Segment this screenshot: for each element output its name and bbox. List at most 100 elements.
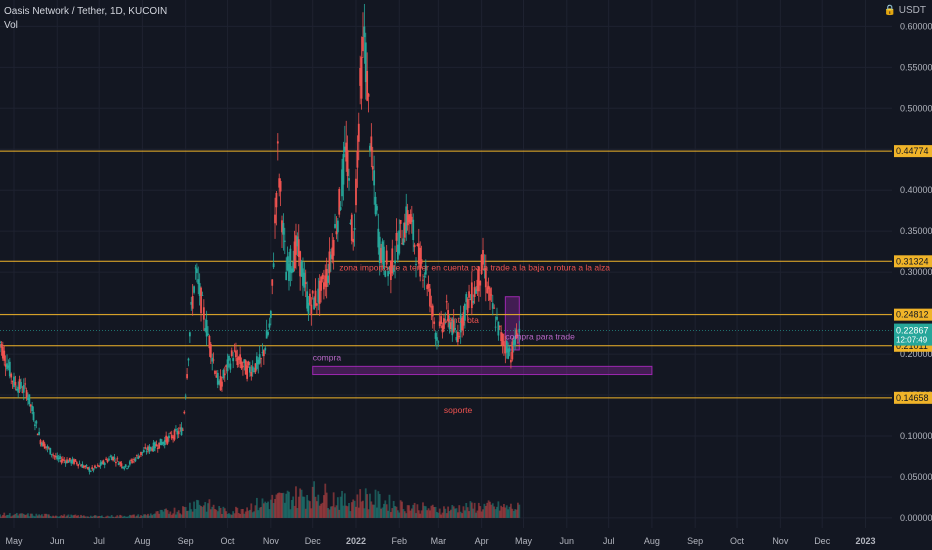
volume-bar <box>179 513 182 518</box>
candle-body <box>39 440 42 445</box>
candle-body <box>518 328 521 333</box>
volume-bar <box>380 508 383 518</box>
candle-body <box>54 456 57 458</box>
time-axis[interactable]: May Jun Jul Aug Sep Oct Nov Dec 2022 Feb Mar Apr May… <box>5 536 875 546</box>
candle-body <box>236 357 239 366</box>
x-tick-label: Jul <box>603 536 615 546</box>
volume-bar <box>194 508 197 518</box>
candle-body <box>468 291 470 298</box>
volume-bar <box>155 511 158 518</box>
candle-body <box>38 431 41 435</box>
candle-body <box>226 359 229 372</box>
volume-bar <box>124 516 127 518</box>
candle-body <box>437 341 440 343</box>
candle-body <box>175 428 177 431</box>
annotation-text: compra para trade <box>505 331 575 341</box>
candle-body <box>329 254 332 259</box>
candle-body <box>472 301 475 303</box>
candle-body <box>363 26 366 38</box>
volume-bar <box>306 495 309 518</box>
candle-body <box>105 458 108 461</box>
y-tick-label: 0.20000 <box>900 349 932 359</box>
candle-body <box>131 461 134 463</box>
candle-body <box>237 356 240 360</box>
candle-body <box>103 462 106 465</box>
candle-body <box>251 366 254 372</box>
volume-bar <box>419 513 422 518</box>
candle-body <box>250 371 253 377</box>
volume-bar <box>87 516 89 518</box>
candle-body <box>215 375 218 378</box>
volume-bar <box>126 516 128 518</box>
volume-bar <box>364 488 367 518</box>
candle-body <box>282 223 285 235</box>
candle-body <box>293 241 296 269</box>
volume-bar <box>336 497 339 518</box>
candle-body <box>222 369 225 379</box>
candle-body <box>463 304 466 321</box>
candle-body <box>447 310 450 322</box>
volume-bar <box>500 505 503 518</box>
candle-body <box>218 380 221 385</box>
candle-body <box>477 266 480 292</box>
candle-body <box>496 316 498 320</box>
candle-body <box>338 188 341 215</box>
candle-body <box>419 247 422 277</box>
volume-bar <box>20 513 22 518</box>
candle-body <box>212 359 215 361</box>
candle-body <box>152 442 155 451</box>
candle-body <box>486 287 489 294</box>
candle-body <box>356 150 359 168</box>
volume-bar <box>408 505 410 518</box>
volume-bar <box>246 507 249 518</box>
x-tick-label: May <box>515 536 533 546</box>
candle-body <box>124 464 127 467</box>
candle-body <box>221 381 223 387</box>
candle-body <box>162 441 165 444</box>
candle-body <box>290 268 293 274</box>
x-tick-label: Apr <box>475 536 489 546</box>
volume-bar <box>392 500 395 518</box>
candle-body <box>489 288 491 301</box>
level-price-label: 0.44774 <box>896 146 929 156</box>
candle-body <box>66 459 68 463</box>
volume-bar <box>175 514 177 518</box>
volume-bar <box>295 486 297 518</box>
candle-body <box>108 458 110 461</box>
candle-body <box>21 391 24 393</box>
candle-body <box>10 373 13 378</box>
volume-bar <box>128 514 131 518</box>
horizontal-levels[interactable] <box>0 150 892 399</box>
candle-body <box>383 246 385 269</box>
volume-bar <box>110 515 113 518</box>
candle-body <box>304 282 307 285</box>
volume-bar <box>480 511 483 518</box>
volume-bar <box>176 511 179 518</box>
volume-bar <box>163 509 166 518</box>
volume-bar <box>11 515 14 518</box>
volume-bar <box>142 514 145 518</box>
volume-bar <box>436 511 438 518</box>
volume-bar <box>487 500 490 518</box>
volume-bar <box>318 505 321 518</box>
price-axis[interactable]: 0.000000.050000.100000.150000.200000.250… <box>894 21 932 523</box>
candle-body <box>209 344 212 358</box>
candle-body <box>258 354 261 364</box>
volume-bar <box>503 503 505 518</box>
candle-body <box>283 240 286 242</box>
candle-body <box>99 462 102 466</box>
volume-bar <box>251 512 254 518</box>
volume-bar <box>349 511 352 518</box>
y-tick-label: 0.55000 <box>900 62 932 72</box>
x-tick-label: Sep <box>687 536 703 546</box>
candle-body <box>501 333 504 346</box>
volume-bar <box>223 508 226 518</box>
x-tick-label: Dec <box>814 536 831 546</box>
volume-bar <box>119 514 121 518</box>
volume-bar <box>67 514 70 518</box>
volume-bar <box>181 506 184 518</box>
currency-badge[interactable]: 🔒 USDT <box>884 5 926 16</box>
volume-bar <box>66 515 68 518</box>
volume-bar <box>360 501 363 518</box>
